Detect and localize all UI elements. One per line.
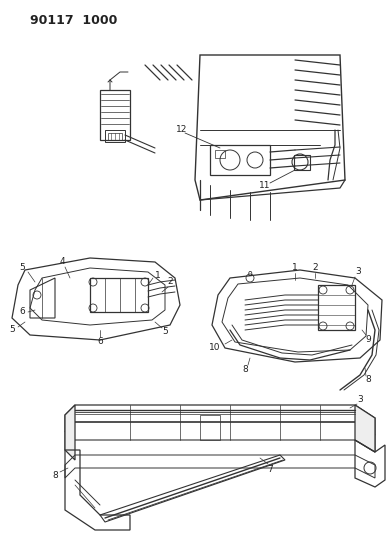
Text: 8: 8 [365, 376, 371, 384]
Text: 2: 2 [312, 263, 318, 272]
Text: 4: 4 [59, 257, 65, 266]
Text: 10: 10 [209, 343, 221, 352]
Text: 6: 6 [97, 337, 103, 346]
Polygon shape [65, 405, 75, 460]
Text: 12: 12 [176, 125, 188, 134]
Text: 11: 11 [259, 182, 271, 190]
Text: 8: 8 [52, 471, 58, 480]
Text: 9: 9 [365, 335, 371, 344]
Text: 7: 7 [267, 465, 273, 474]
Text: 3: 3 [355, 268, 361, 277]
Text: 6: 6 [19, 308, 25, 317]
Text: 1: 1 [292, 263, 298, 272]
Text: 5: 5 [19, 263, 25, 272]
Text: o: o [248, 270, 252, 279]
Text: 1: 1 [155, 271, 161, 279]
Text: 8: 8 [242, 366, 248, 375]
Text: 5: 5 [9, 326, 15, 335]
Polygon shape [355, 405, 375, 452]
Text: 5: 5 [162, 327, 168, 336]
Text: 2: 2 [167, 278, 173, 287]
Text: 90117  1000: 90117 1000 [30, 14, 117, 27]
Text: 3: 3 [357, 395, 363, 405]
